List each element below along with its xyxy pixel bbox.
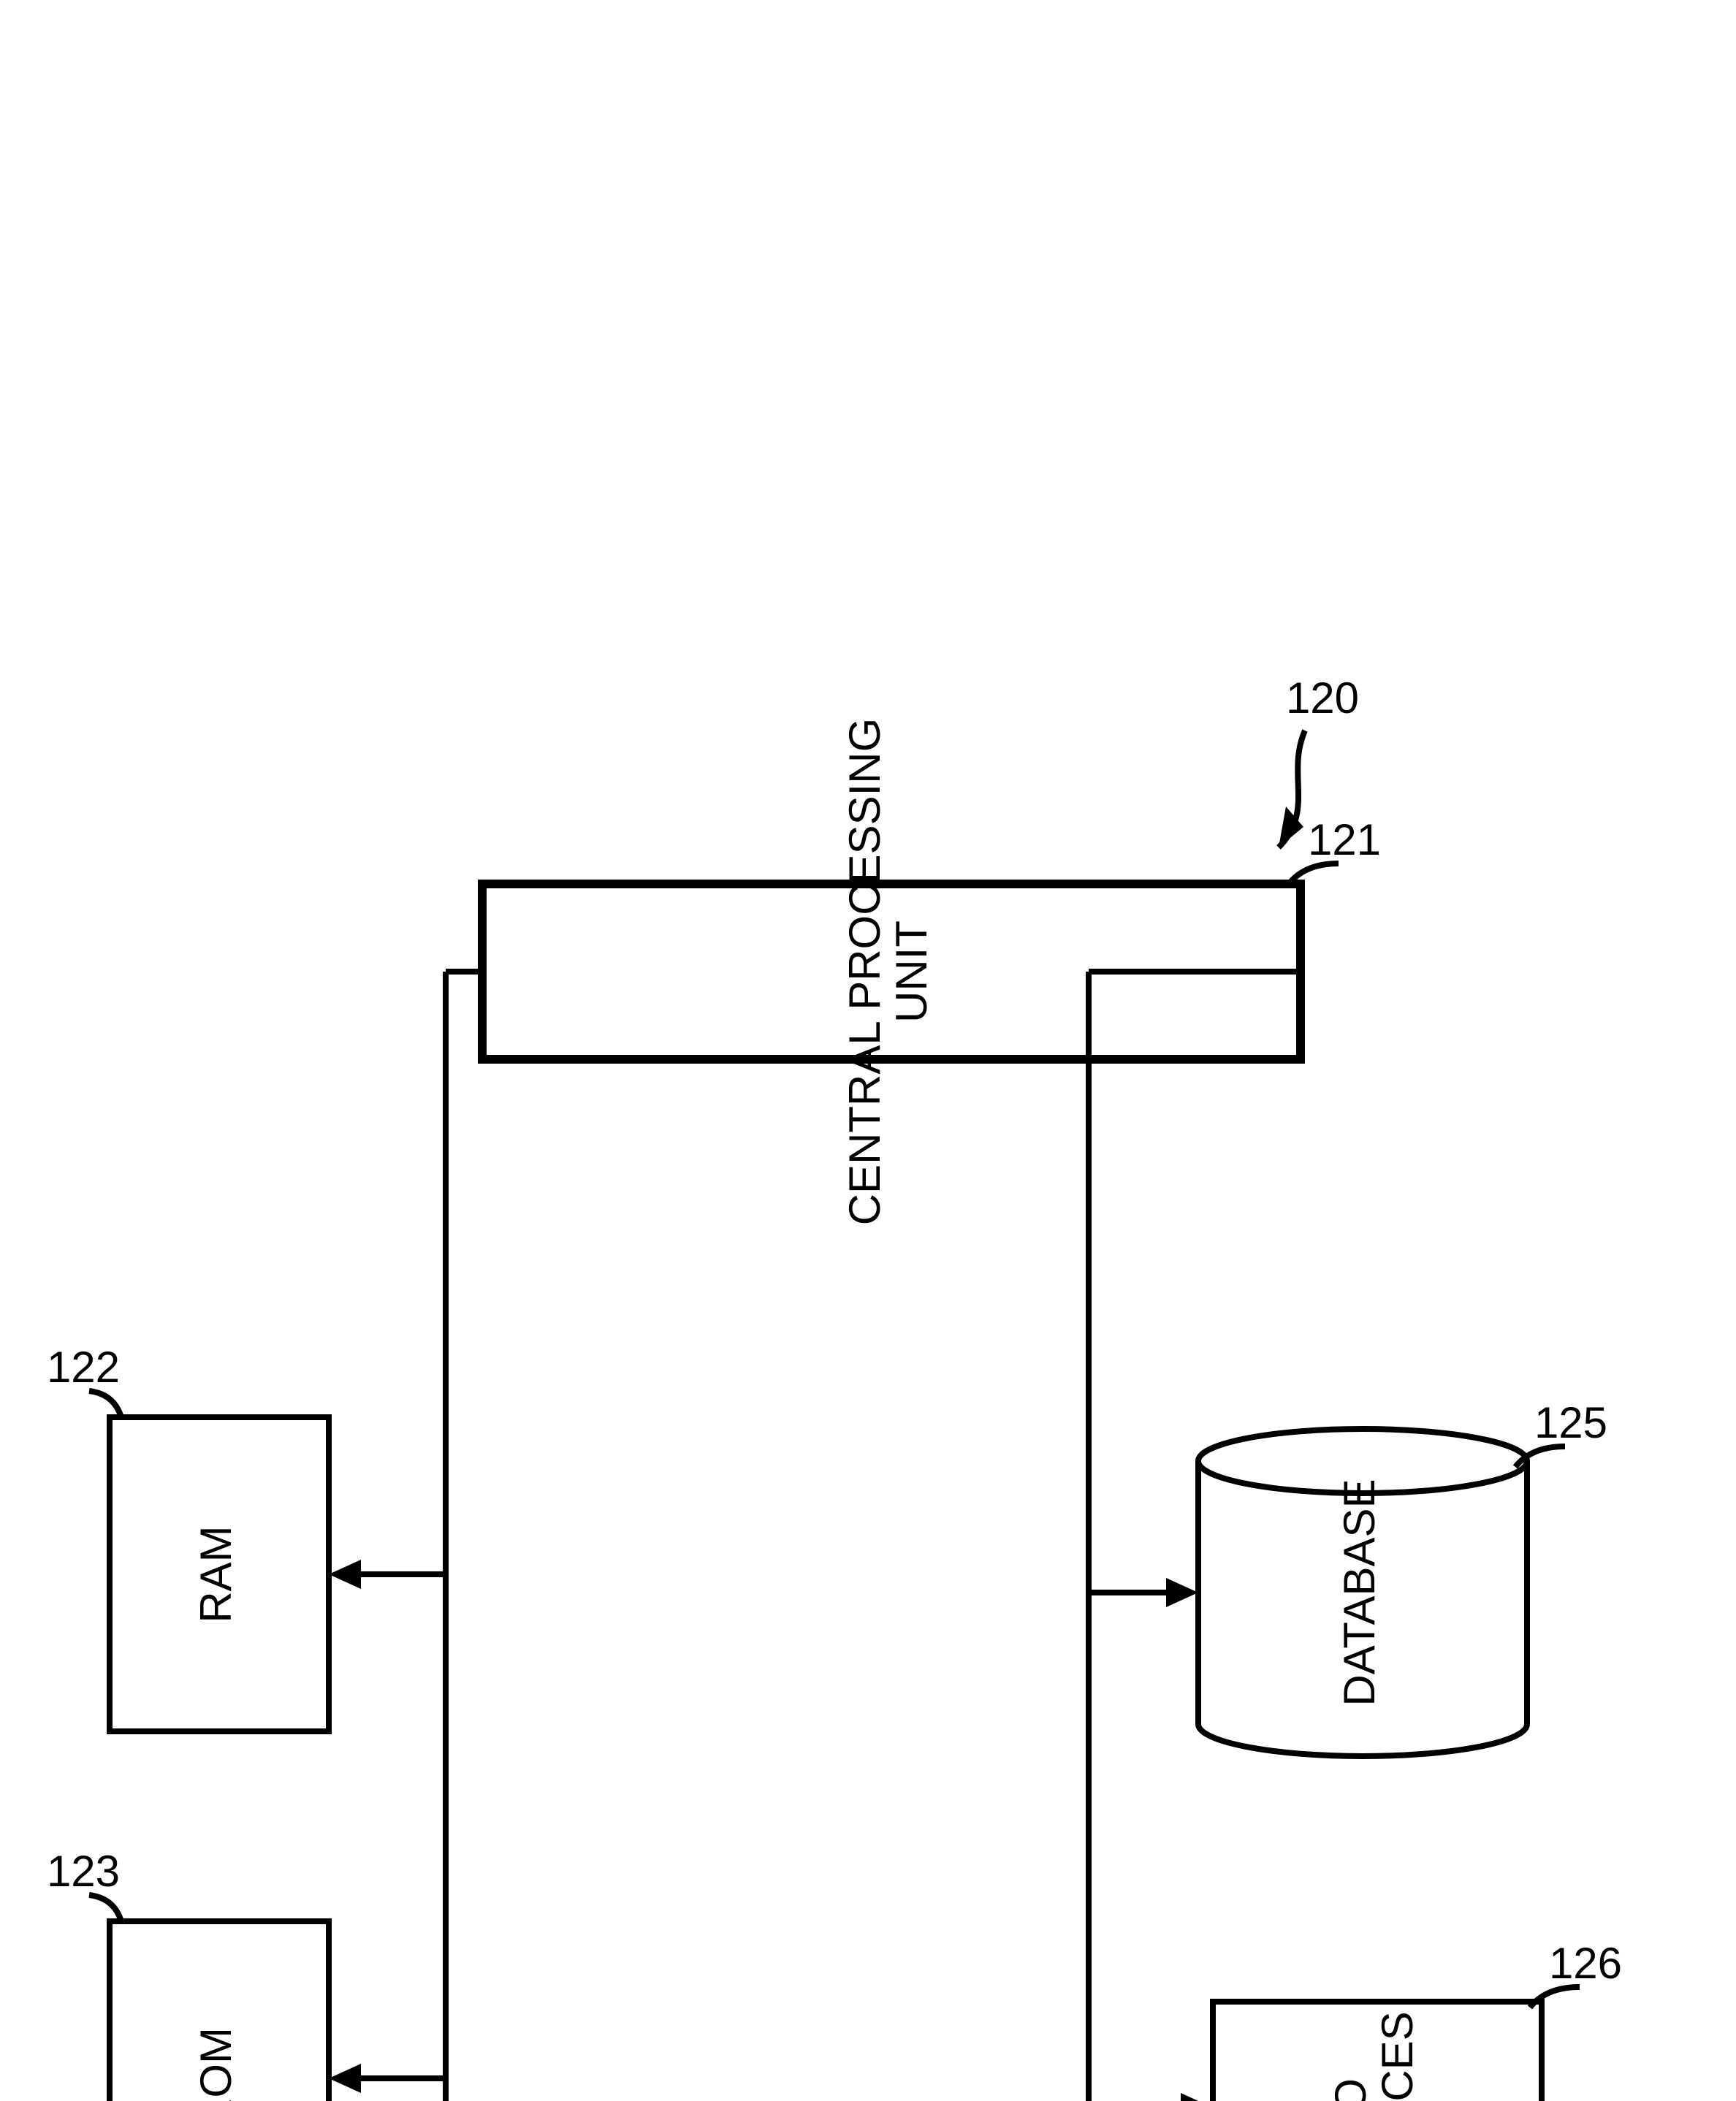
node-rom-label-0: ROM [191, 2027, 240, 2101]
node-io-label-1: DEVICES [1373, 2011, 1422, 2101]
ref-database: 125 [1534, 1398, 1607, 1447]
node-io-label-0: I/O [1326, 2078, 1375, 2101]
ref-ram: 122 [47, 1343, 120, 1392]
node-database-label-0: DATABASE [1335, 1479, 1384, 1706]
node-io: I/ODEVICES 126 [1213, 1939, 1622, 2101]
ref-overall: 120 [1286, 674, 1359, 722]
ref-io: 126 [1549, 1939, 1622, 1988]
node-ram: RAM 122 [47, 1343, 329, 1731]
ref-lead-rom [89, 1895, 121, 1921]
node-ram-label-0: RAM [191, 1525, 240, 1623]
ref-lead-ram [89, 1391, 121, 1417]
node-rom: ROM 123 [47, 1847, 329, 2101]
ref-lead-database [1515, 1446, 1565, 1467]
ref-cpu: 121 [1308, 815, 1381, 864]
ref-rom: 123 [47, 1847, 120, 1896]
node-database: DATABASE 125 [1198, 1398, 1607, 1756]
node-cpu-label-1: UNIT [887, 920, 936, 1023]
node-cpu-label-0: CENTRAL PROCESSING [840, 718, 889, 1226]
